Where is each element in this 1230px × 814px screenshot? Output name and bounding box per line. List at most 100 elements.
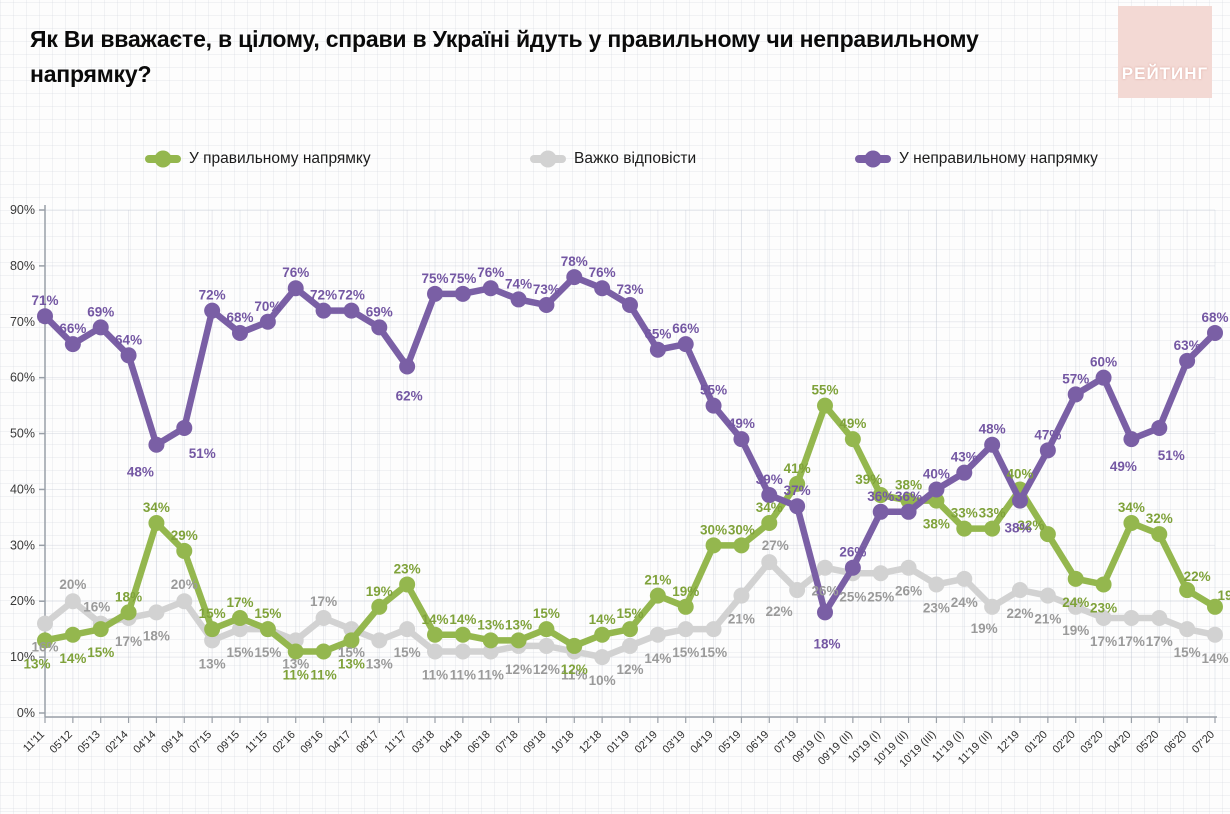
line-chart-canvas: 0%10%20%30%40%50%60%70%80%90%11'11 05'12 0… [10,203,1230,770]
data-point [148,604,165,621]
x-tick-label: 04'14 [131,729,158,756]
data-point [64,336,81,353]
data-point-label: 11% [450,668,476,683]
data-point [649,341,666,358]
data-point-label: 19% [366,584,393,599]
data-point-label: 73% [533,282,560,297]
data-point [677,621,694,638]
data-point [399,358,416,375]
data-point [510,632,527,649]
y-tick-label: 0% [17,706,35,720]
x-tick-label: 01'20 [1023,729,1050,756]
data-point-label: 15% [254,645,281,660]
data-point-label: 68% [1201,310,1228,325]
data-point-label: 13% [23,656,50,671]
gray-line-marker-icon [530,155,566,163]
data-point-label: 43% [951,450,978,465]
data-point-label: 55% [700,383,727,398]
data-point-label: 36% [867,489,894,504]
x-tick-label: 05'19 [716,729,743,756]
data-point [594,649,611,666]
data-point-label: 15% [672,645,699,660]
data-point-label: 13% [366,656,393,671]
data-point-label: 21% [728,612,755,627]
data-point-label: 23% [1090,600,1117,615]
data-point-label: 66% [59,321,86,336]
data-point [1095,369,1112,386]
x-tick-label: 05'13 [76,729,103,756]
data-point-label: 17% [226,595,253,610]
data-point [120,347,137,364]
legend-label: У неправильному напрямку [899,150,1098,167]
data-point-label: 19% [672,584,699,599]
data-point [1123,609,1140,626]
data-point [1179,582,1196,599]
series-labels: 71%66%69%64%48%51%72%68%70%76%72% 72%69%6… [31,254,1228,651]
data-point [92,319,109,336]
data-point [622,297,638,314]
data-point [984,520,1001,537]
data-point [789,582,806,599]
data-point-label: 49% [728,416,755,431]
data-point-label: 30% [700,522,727,537]
data-point-label: 18% [813,636,840,651]
data-point [482,643,499,660]
data-point [482,280,499,297]
data-point [1039,526,1056,543]
data-point-label: 12% [505,662,532,677]
data-point-label: 76% [589,265,616,280]
y-tick-label: 10% [10,650,35,664]
data-point [148,514,165,531]
y-tick-label: 80% [10,259,35,273]
data-point [343,302,360,319]
data-point-label: 75% [449,271,476,286]
data-point-label: 14% [59,651,86,666]
series-labels: 16%20%16%17% 18%20%13%15% 15%13%17%15%13%1… [31,538,1228,688]
data-point [928,481,945,498]
data-point [427,643,443,660]
data-point [176,419,193,436]
y-tick-label: 30% [10,538,35,552]
data-point-label: 22% [766,604,793,619]
data-point [594,626,611,643]
data-point-label: 41% [784,461,811,476]
data-point [371,319,388,336]
data-point-label: 63% [1174,338,1201,353]
data-point [454,285,471,302]
x-tick-label: 07'20 [1190,729,1217,756]
legend-item-right-direction: У правильному напрямку [145,146,371,172]
data-point [37,632,53,649]
data-point [1207,626,1223,643]
data-point [176,593,193,610]
data-point-label: 14% [644,651,671,666]
data-point [844,559,861,576]
data-point-label: 25% [867,589,894,604]
x-tick-label: 07'15 [187,729,214,756]
data-point [1151,526,1168,543]
data-point [204,632,221,649]
data-point-label: 15% [616,606,643,621]
legend-item-wrong-direction: У неправильному напрямку [855,146,1098,172]
y-tick-label: 50% [10,427,35,441]
data-point-label: 72% [310,288,337,303]
data-point [733,537,750,554]
data-point-label: 64% [115,332,142,347]
data-point-label: 51% [1158,448,1185,463]
data-point [1151,419,1168,436]
data-point [1179,352,1196,369]
data-point-label: 72% [199,288,226,303]
data-point [761,554,778,571]
data-point [37,308,53,325]
data-point [1095,609,1112,626]
data-point-label: 15% [226,645,253,660]
data-point-label: 55% [811,383,838,398]
data-point-label: 57% [1062,371,1089,386]
data-point [538,621,555,638]
data-point [872,487,889,504]
data-point-label: 16% [31,640,58,655]
data-point [287,643,304,660]
data-point-label: 13% [199,656,226,671]
data-point [622,637,638,654]
data-point-label: 66% [672,321,699,336]
data-point [733,587,750,604]
